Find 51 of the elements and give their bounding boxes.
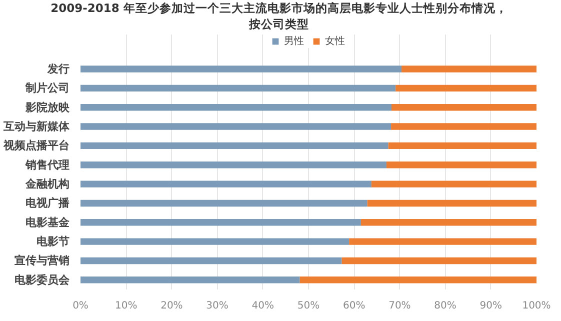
bar — [80, 200, 368, 207]
bar — [80, 123, 392, 130]
y-tick-label: 互动与新媒体 — [2, 120, 70, 134]
bar — [391, 123, 536, 130]
x-tick-label: 100% — [522, 300, 551, 312]
bar — [80, 219, 361, 226]
bar — [300, 276, 536, 284]
bar — [80, 142, 388, 150]
legend-label: 男性 — [284, 34, 304, 48]
y-tick-label: 电影节 — [36, 235, 70, 248]
y-tick-label: 影院放映 — [24, 100, 70, 114]
bar — [388, 142, 536, 150]
bar — [80, 84, 396, 92]
bar — [80, 162, 386, 168]
y-tick-label: 电视广播 — [26, 196, 70, 210]
x-tick-label: 50% — [297, 300, 320, 312]
y-tick-label: 发行 — [46, 62, 70, 76]
bar — [386, 162, 536, 168]
y-tick-label: 制片公司 — [24, 82, 70, 95]
bar — [80, 104, 392, 111]
bar — [367, 200, 536, 207]
bar — [80, 276, 300, 284]
bar — [80, 180, 372, 188]
x-tick-label: 0% — [72, 300, 88, 312]
bar — [80, 66, 402, 72]
y-tick-label: 电影基金 — [26, 216, 70, 229]
legend-label: 女性 — [325, 34, 345, 48]
y-tick-label: 视频点播平台 — [2, 139, 70, 152]
y-tick-label: 销售代理 — [24, 158, 70, 172]
bar — [402, 66, 536, 72]
x-tick-label: 90% — [480, 300, 502, 312]
bar — [349, 238, 536, 245]
y-tick-label: 金融机构 — [24, 178, 70, 191]
x-tick-label: 80% — [434, 300, 456, 312]
x-tick-label: 40% — [252, 300, 274, 312]
bar — [360, 219, 536, 226]
x-tick-label: 70% — [388, 300, 411, 312]
x-tick-label: 10% — [114, 300, 138, 312]
bar — [342, 257, 536, 264]
bar — [396, 84, 536, 92]
bar — [80, 257, 342, 264]
x-tick-label: 30% — [206, 300, 228, 312]
y-tick-label: 电影委员会 — [14, 273, 70, 286]
chart-subtitle: 按公司类型 — [249, 16, 309, 32]
y-tick-label: 宣传与营销 — [14, 254, 70, 268]
bar — [80, 238, 350, 245]
bar — [391, 104, 536, 111]
x-tick-label: 20% — [160, 300, 183, 312]
chart-title: 2009-2018 年至少参加过一个三大主流电影市场的高层电影专业人士性别分布情况， — [50, 0, 508, 16]
bar — [371, 180, 536, 188]
x-tick-label: 60% — [342, 300, 366, 312]
